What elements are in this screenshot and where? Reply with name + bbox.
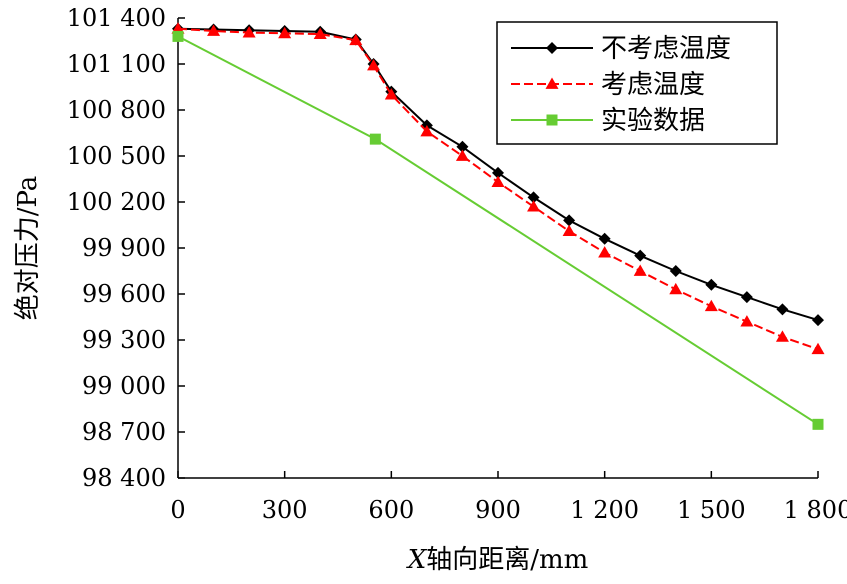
y-tick-label: 98 400 — [82, 464, 166, 492]
legend-swatch-marker — [545, 77, 559, 89]
data-point — [563, 214, 576, 227]
data-point — [491, 175, 505, 187]
legend-label: 考虑温度 — [601, 70, 705, 100]
y-tick-label: 100 200 — [67, 188, 166, 216]
x-tick-label: 900 — [475, 496, 521, 524]
data-point — [812, 314, 824, 327]
data-point — [420, 124, 434, 137]
x-tick-label: 1 800 — [784, 496, 847, 524]
data-point — [455, 149, 469, 161]
data-point — [367, 59, 381, 71]
legend-swatch-marker — [546, 42, 558, 54]
data-point — [278, 26, 292, 39]
legend-entry: 不考虑温度 — [511, 34, 731, 64]
data-point — [492, 166, 504, 179]
data-point — [207, 24, 221, 36]
data-point — [527, 200, 541, 212]
x-axis-label-italic: X — [406, 545, 428, 575]
x-tick-label: 1 200 — [570, 496, 639, 524]
data-point — [740, 291, 753, 304]
data-point — [633, 264, 647, 276]
data-point — [812, 418, 824, 430]
series-layer — [171, 22, 825, 430]
y-tick-label: 99 300 — [82, 326, 166, 354]
series-line — [177, 27, 819, 351]
x-tick-label: 300 — [262, 496, 308, 524]
data-point — [705, 278, 718, 291]
data-point — [171, 22, 185, 34]
x-axis-label-rest: 轴向距离/mm — [426, 545, 588, 575]
data-point — [313, 27, 327, 39]
data-point — [598, 246, 612, 258]
data-point — [669, 282, 683, 295]
data-point — [172, 30, 184, 42]
data-point — [369, 133, 381, 145]
legend-swatch-marker — [546, 114, 558, 126]
data-point — [669, 265, 682, 277]
legend-label: 实验数据 — [601, 106, 705, 136]
legend-entry: 实验数据 — [511, 106, 705, 136]
data-point — [634, 249, 647, 262]
series-experimental-data — [172, 30, 824, 430]
data-point — [776, 303, 789, 316]
data-point — [384, 88, 398, 100]
x-tick-label: 600 — [368, 496, 414, 524]
data-point — [242, 26, 256, 38]
data-point — [775, 330, 789, 342]
y-tick-label: 99 600 — [82, 280, 166, 308]
y-tick-label: 101 400 — [67, 4, 166, 32]
x-tick-label: 0 — [170, 496, 185, 524]
axes-layer: 98 400 98 700 99 000 99 300 99 600 99 900 100 … — [67, 4, 847, 524]
series-considering-temperature — [171, 22, 825, 355]
series-line — [177, 27, 819, 322]
x-tick-label: 1 500 — [677, 496, 746, 524]
y-tick-label: 98 700 — [82, 418, 166, 446]
data-point — [811, 342, 825, 355]
x-axis-label: X轴向距离/mm — [406, 545, 589, 575]
data-point — [527, 191, 540, 204]
legend-label: 不考虑温度 — [601, 34, 731, 64]
data-point — [598, 232, 611, 245]
data-point — [562, 224, 576, 237]
data-point — [704, 299, 718, 312]
y-tick-label: 100 800 — [67, 96, 166, 124]
y-tick-label: 99 900 — [82, 234, 166, 262]
data-point — [456, 140, 469, 153]
y-axis-label: 绝对压力/Pa — [13, 176, 43, 321]
legend-entry: 考虑温度 — [511, 70, 705, 100]
y-tick-label: 99 000 — [82, 372, 166, 400]
y-tick-label: 101 100 — [67, 50, 166, 78]
y-tick-label: 100 500 — [67, 142, 166, 170]
data-point — [740, 315, 754, 327]
data-point — [349, 33, 363, 46]
